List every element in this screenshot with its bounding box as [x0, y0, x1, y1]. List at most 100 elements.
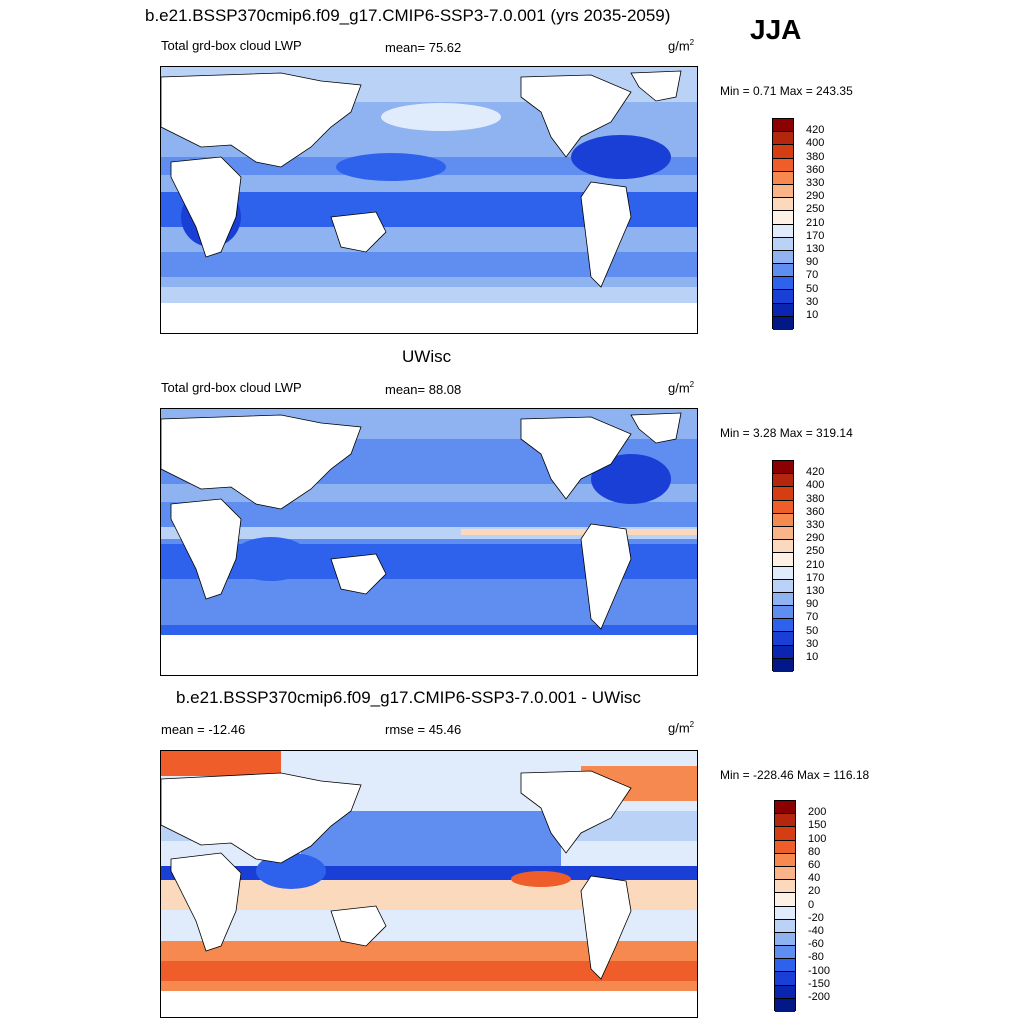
panel-2-variable-label: Total grd-box cloud LWP: [161, 380, 302, 395]
colorbar-tick-label: 90: [806, 256, 819, 269]
colorbar-tick-label: 0: [808, 898, 815, 911]
colorbar-tick-label: 290: [806, 532, 825, 545]
colorbar-tick-label: -100: [808, 964, 831, 977]
colorbar-swatch: [773, 658, 793, 672]
colorbar-swatch: [773, 224, 793, 238]
colorbar-swatch: [773, 461, 793, 475]
colorbar-swatch: [775, 866, 795, 881]
colorbar-tick-label: -60: [808, 938, 824, 951]
colorbar-tick-label: 290: [806, 190, 825, 203]
panel-3-mean-label: mean = -12.46: [161, 722, 246, 737]
colorbar-tick-label: 250: [806, 203, 825, 216]
panel-2-units: g/m2: [668, 380, 695, 396]
season-label: JJA: [750, 14, 802, 45]
panel-3-rmse-label: rmse = 45.46: [385, 722, 462, 737]
colorbar-tick-label: 420: [806, 124, 825, 137]
panel-3-title: b.e21.BSSP370cmip6.f09_g17.CMIP6-SSP3-7.…: [176, 688, 641, 707]
colorbar-swatch: [773, 250, 793, 265]
colorbar-tick-label: 70: [806, 269, 819, 282]
colorbar-tick-label: -20: [808, 911, 824, 924]
colorbar-tick-label: 170: [806, 229, 825, 242]
panel-2-title: UWisc: [402, 347, 452, 366]
colorbar-swatch: [773, 132, 793, 146]
panel-2-land: [161, 412, 682, 630]
panel-1-minmax: Min = 0.71 Max = 243.35: [720, 84, 853, 98]
colorbar-tick-label: 330: [806, 177, 825, 189]
colorbar-swatch: [773, 184, 793, 199]
colorbar-swatch: [773, 119, 793, 133]
panel-2-minmax: Min = 3.28 Max = 319.14: [720, 426, 853, 440]
colorbar-swatch: [775, 985, 795, 999]
colorbar-swatch: [775, 906, 795, 920]
colorbar-tick-label: 100: [808, 832, 827, 845]
colorbar-swatch: [775, 946, 795, 960]
colorbar-tick-label: 130: [806, 585, 825, 597]
panel-2-colorbar: [772, 460, 794, 672]
colorbar-swatch: [775, 827, 795, 841]
panel-3-minmax: Min = -228.46 Max = 116.18: [720, 768, 870, 782]
colorbar-swatch: [773, 264, 793, 278]
figure-title: b.e21.BSSP370cmip6.f09_g17.CMIP6-SSP3-7.…: [145, 6, 671, 25]
colorbar-swatch: [773, 277, 793, 291]
colorbar-swatch: [775, 959, 795, 973]
colorbar-tick-label: 420: [806, 466, 825, 479]
colorbar-tick-label: 30: [806, 637, 819, 650]
colorbar-tick-label: -40: [808, 925, 824, 937]
colorbar-tick-label: 40: [808, 872, 821, 885]
colorbar-swatch: [773, 632, 793, 646]
colorbar-tick-label: -80: [808, 951, 824, 964]
colorbar-swatch: [773, 619, 793, 633]
colorbar-tick-label: 400: [806, 137, 825, 150]
colorbar-swatch: [773, 592, 793, 607]
colorbar-swatch: [775, 853, 795, 867]
colorbar-tick-label: 170: [806, 571, 825, 584]
colorbar-swatch: [773, 303, 793, 317]
panel-1-units: g/m2: [668, 38, 695, 54]
colorbar-tick-label: 50: [806, 282, 819, 295]
colorbar-tick-label: 80: [808, 845, 821, 858]
panel-1-variable-label: Total grd-box cloud LWP: [161, 38, 302, 53]
colorbar-tick-label: 330: [806, 519, 825, 531]
colorbar-swatch: [775, 840, 795, 854]
colorbar-tick-label: 360: [806, 505, 825, 518]
colorbar-swatch: [773, 145, 793, 159]
colorbar-swatch: [775, 998, 795, 1012]
panel-2-map: [160, 408, 698, 676]
colorbar-swatch: [773, 211, 793, 225]
colorbar-swatch: [773, 237, 793, 251]
colorbar-tick-label: 200: [808, 806, 827, 819]
colorbar-swatch: [775, 972, 795, 986]
colorbar-swatch: [773, 474, 793, 488]
colorbar-swatch: [775, 919, 795, 933]
colorbar-tick-label: 70: [806, 611, 819, 624]
colorbar-tick-label: 10: [806, 309, 819, 321]
colorbar-tick-label: 30: [806, 295, 819, 308]
panel-3-colorbar: [774, 800, 796, 1012]
colorbar-swatch: [773, 487, 793, 501]
colorbar-swatch: [773, 171, 793, 185]
panel-1-colorbar: [772, 118, 794, 330]
colorbar-swatch: [773, 606, 793, 620]
colorbar-swatch: [773, 526, 793, 541]
colorbar-tick-label: 150: [808, 819, 827, 832]
colorbar-tick-label: 210: [806, 216, 825, 229]
colorbar-tick-label: 130: [806, 243, 825, 255]
colorbar-tick-label: 10: [806, 651, 819, 663]
colorbar-tick-label: -200: [808, 991, 831, 1003]
colorbar-tick-label: 60: [808, 859, 821, 871]
colorbar-tick-label: 360: [806, 163, 825, 176]
panel-3-units: g/m2: [668, 720, 695, 736]
colorbar-tick-label: 50: [806, 624, 819, 637]
colorbar-swatch: [775, 814, 795, 828]
colorbar-swatch: [775, 880, 795, 894]
colorbar-tick-label: 380: [806, 150, 825, 163]
colorbar-tick-label: 90: [806, 598, 819, 611]
panel-1-mean-label: mean= 75.62: [385, 40, 462, 55]
panel-3-land: [161, 770, 632, 980]
colorbar-swatch: [773, 500, 793, 514]
colorbar-swatch: [773, 513, 793, 527]
colorbar-swatch: [773, 540, 793, 554]
colorbar-swatch: [775, 801, 795, 815]
colorbar-tick-label: 210: [806, 558, 825, 571]
colorbar-swatch: [775, 932, 795, 947]
